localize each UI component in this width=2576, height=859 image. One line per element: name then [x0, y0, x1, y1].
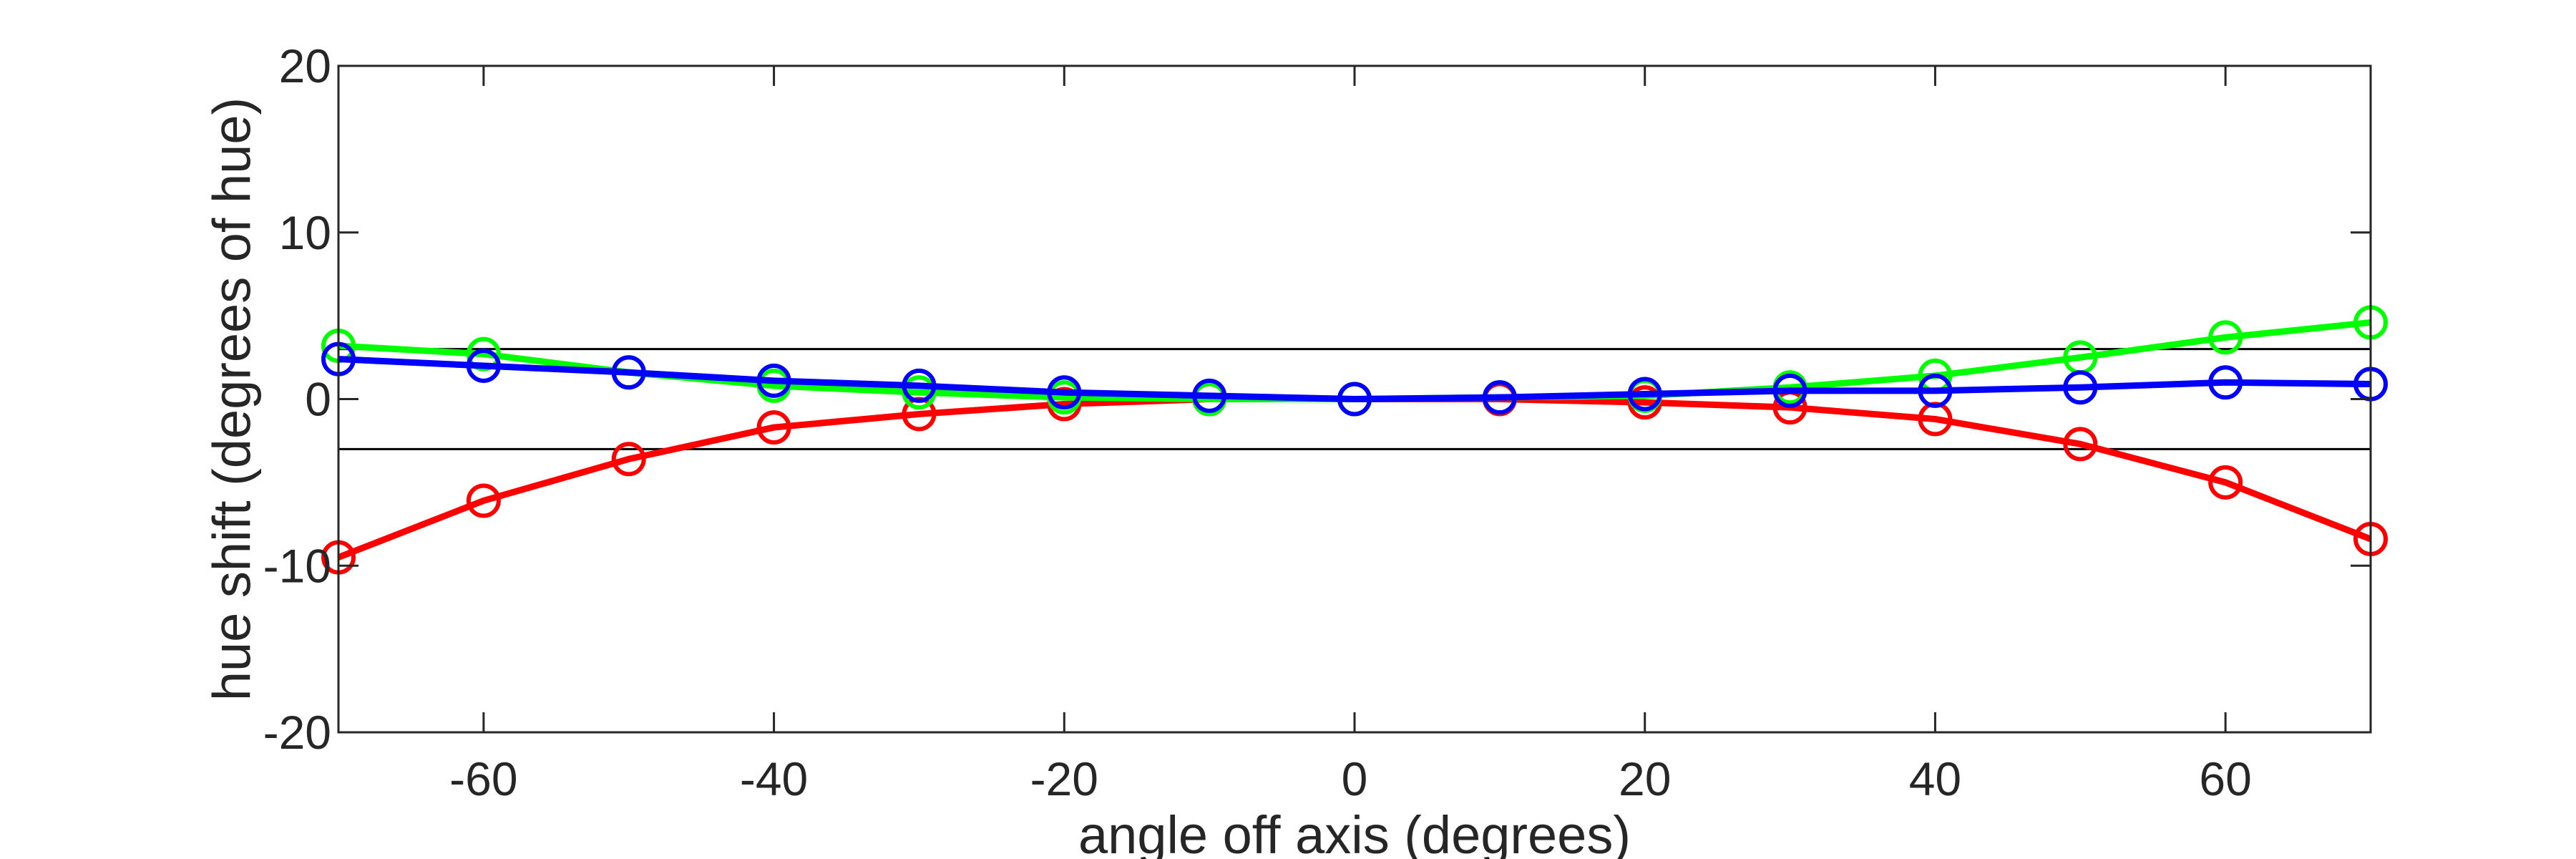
data-point: [1772, 373, 1807, 408]
data-point: [756, 410, 791, 445]
series-layer: [321, 305, 2388, 575]
x-tick-label: 40: [1909, 752, 1961, 805]
data-point: [1047, 375, 1082, 410]
x-tick-label: -20: [1030, 752, 1098, 805]
series-2: [321, 341, 2388, 417]
y-tick-label: 10: [279, 206, 331, 259]
x-tick-label: -60: [449, 752, 517, 805]
data-point: [2208, 320, 2243, 355]
series-line-2: [338, 356, 2371, 402]
data-point: [756, 363, 791, 398]
x-tick-label: 20: [1619, 752, 1671, 805]
data-point: [1337, 382, 1372, 417]
data-point: [611, 355, 646, 390]
data-point: [902, 368, 937, 403]
data-point: [466, 336, 501, 372]
data-point: [611, 442, 646, 477]
data-point: [466, 483, 501, 518]
data-point: [1627, 377, 1662, 412]
x-tick-label: -40: [740, 752, 808, 805]
x-tick-label: 0: [1342, 752, 1368, 805]
series-line-0: [337, 396, 2372, 560]
y-axis-label: hue shift (degrees of hue): [203, 97, 262, 701]
data-point: [1192, 378, 1227, 413]
axis-ticks: -60 -40 -20 0 20 40 60 -20 -10 0 10 20: [263, 39, 2371, 805]
data-point: [2063, 427, 2098, 462]
data-point: [2063, 370, 2098, 405]
data-point: [1918, 373, 1953, 408]
y-tick-label: 0: [305, 373, 331, 426]
x-axis-label: angle off axis (degrees): [1078, 805, 1631, 859]
y-tick-label: 20: [279, 39, 331, 92]
y-tick-label: -10: [263, 539, 331, 592]
y-tick-label: -20: [263, 706, 331, 759]
data-point: [2208, 465, 2243, 500]
x-tick-label: 60: [2199, 752, 2251, 805]
data-point: [1482, 380, 1517, 415]
data-point: [2208, 365, 2243, 400]
data-point: [466, 348, 501, 383]
